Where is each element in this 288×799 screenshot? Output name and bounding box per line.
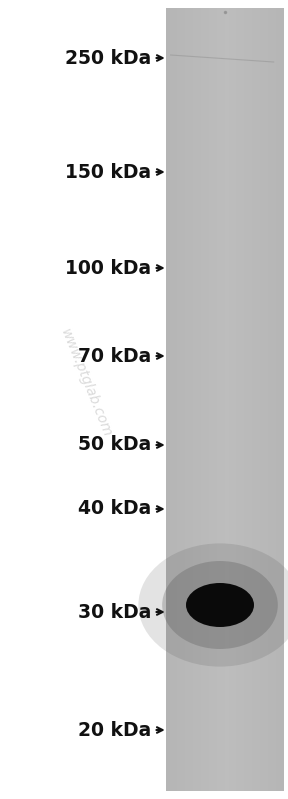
- Text: 50 kDa: 50 kDa: [78, 435, 151, 455]
- Bar: [193, 8, 197, 791]
- Text: www.ptglab.com: www.ptglab.com: [58, 328, 115, 439]
- Bar: [221, 8, 225, 791]
- Bar: [181, 8, 185, 791]
- Text: 30 kDa: 30 kDa: [78, 602, 151, 622]
- Text: 20 kDa: 20 kDa: [78, 721, 151, 740]
- Bar: [268, 8, 272, 791]
- Bar: [173, 8, 177, 791]
- Text: 70 kDa: 70 kDa: [78, 347, 151, 365]
- Bar: [197, 8, 201, 791]
- Bar: [209, 8, 213, 791]
- Bar: [264, 8, 268, 791]
- Bar: [205, 8, 209, 791]
- Bar: [166, 8, 284, 791]
- Bar: [260, 8, 264, 791]
- Ellipse shape: [186, 583, 254, 627]
- Bar: [272, 8, 276, 791]
- Bar: [240, 8, 244, 791]
- Text: 100 kDa: 100 kDa: [65, 259, 151, 277]
- Bar: [280, 8, 284, 791]
- Bar: [236, 8, 240, 791]
- Ellipse shape: [162, 561, 278, 649]
- Text: 250 kDa: 250 kDa: [65, 49, 151, 67]
- Bar: [248, 8, 252, 791]
- Bar: [256, 8, 260, 791]
- Bar: [185, 8, 189, 791]
- Bar: [166, 8, 170, 791]
- Ellipse shape: [139, 543, 288, 666]
- Text: 40 kDa: 40 kDa: [78, 499, 151, 519]
- Bar: [217, 8, 221, 791]
- Bar: [244, 8, 248, 791]
- Bar: [252, 8, 256, 791]
- Bar: [213, 8, 217, 791]
- Bar: [232, 8, 236, 791]
- Bar: [189, 8, 193, 791]
- Bar: [201, 8, 205, 791]
- Bar: [225, 8, 229, 791]
- Bar: [170, 8, 173, 791]
- Bar: [229, 8, 232, 791]
- Text: 150 kDa: 150 kDa: [65, 162, 151, 181]
- Bar: [177, 8, 181, 791]
- Bar: [276, 8, 280, 791]
